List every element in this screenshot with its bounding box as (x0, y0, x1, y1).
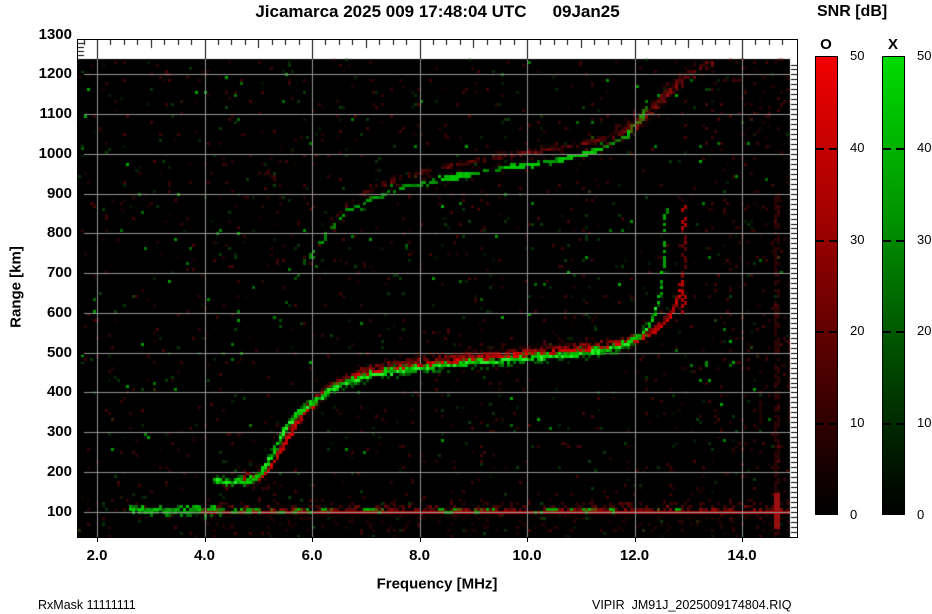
colorbar-title: SNR [dB] (817, 3, 888, 20)
x-tick-label: 10.0 (512, 547, 542, 564)
colorbar-tick-label: 40 (917, 139, 932, 155)
colorbar-tick-label: 30 (917, 231, 932, 247)
y-tick-label: 1000 (38, 144, 72, 162)
ionogram-canvas (78, 40, 797, 537)
colorbar-tick-dash (816, 147, 824, 150)
colorbar-tick-dash (883, 423, 891, 426)
footer-filename: VIPIR JM91J_2025009174804.RIQ (592, 598, 792, 612)
y-tick-label: 200 (46, 462, 72, 480)
colorbar-tick-label: 0 (917, 507, 925, 522)
colorbar-tick-dash (829, 147, 837, 150)
x-tick-label: 6.0 (301, 547, 323, 564)
o-mode-colorbar (815, 56, 838, 515)
x-axis-bottom-tick (419, 538, 421, 542)
colorbar-tick-label: 40 (850, 139, 865, 155)
colorbar-tick-label: 30 (850, 231, 865, 247)
y-tick-label: 1200 (38, 65, 72, 83)
y-tick-label: 800 (46, 224, 72, 242)
colorbar-tick-dash (829, 423, 837, 426)
colorbar-tick-dash (896, 147, 904, 150)
colorbar-tick-label: 0 (850, 507, 858, 522)
y-tick-label: 100 (46, 502, 72, 520)
colorbar-tick-label: 10 (917, 415, 932, 431)
y-tick-label: 700 (46, 264, 72, 282)
colorbar-tick-dash (883, 147, 891, 150)
x-axis-bottom-tick (634, 538, 636, 542)
colorbar-tick-dash (896, 423, 904, 426)
y-axis-label: Range [km] (7, 246, 25, 328)
colorbar-tick-dash (883, 239, 891, 242)
colorbar-tick-dash (816, 423, 824, 426)
colorbar-tick-dash (816, 331, 824, 334)
colorbar-tick-label: 20 (917, 323, 932, 339)
x-axis-bottom-tick (742, 538, 743, 542)
x-axis-bottom-tick (204, 538, 206, 542)
x-mode-colorbar-label: X (887, 36, 899, 53)
title-date: 09Jan25 (552, 2, 620, 21)
colorbar-tick-dash (829, 331, 837, 334)
x-tick-label: 4.0 (194, 547, 215, 564)
y-tick-label: 400 (46, 383, 72, 401)
colorbar-tick-label: 50 (917, 48, 932, 63)
footer-rxmask: RxMask 11111111 (38, 598, 136, 612)
o-mode-colorbar-label: O (820, 36, 832, 53)
colorbar-tick-label: 20 (850, 323, 865, 339)
x-axis-bottom-tick (527, 538, 528, 542)
y-tick-label: 300 (46, 423, 72, 441)
x-axis-bottom-tick (312, 538, 313, 542)
x-tick-label: 12.0 (619, 547, 650, 564)
x-mode-colorbar (882, 56, 905, 515)
y-tick-label: 1300 (38, 25, 72, 43)
colorbar-tick-label: 50 (850, 48, 865, 63)
colorbar-tick-dash (816, 239, 824, 242)
colorbar-tick-dash (896, 239, 904, 242)
x-axis-label: Frequency [MHz] (376, 575, 498, 593)
x-tick-label: 14.0 (727, 547, 757, 564)
page-title: Jicamarca 2025 009 17:48:04 UTC 09Jan25 (78, 2, 797, 22)
x-tick-label: 2.0 (86, 547, 108, 564)
colorbar-tick-dash (829, 239, 837, 242)
x-tick-label: 8.0 (409, 547, 430, 564)
y-tick-label: 600 (46, 303, 72, 321)
y-tick-label: 900 (46, 184, 72, 202)
y-tick-label: 500 (46, 343, 72, 361)
x-axis-bottom-tick (97, 538, 98, 542)
colorbar-tick-dash (896, 331, 904, 334)
title-station-time: Jicamarca 2025 009 17:48:04 UTC (255, 2, 527, 21)
y-tick-label: 1100 (39, 105, 72, 123)
colorbar-tick-label: 10 (850, 415, 865, 431)
plot-frame (77, 39, 798, 538)
colorbar-tick-dash (883, 331, 891, 334)
